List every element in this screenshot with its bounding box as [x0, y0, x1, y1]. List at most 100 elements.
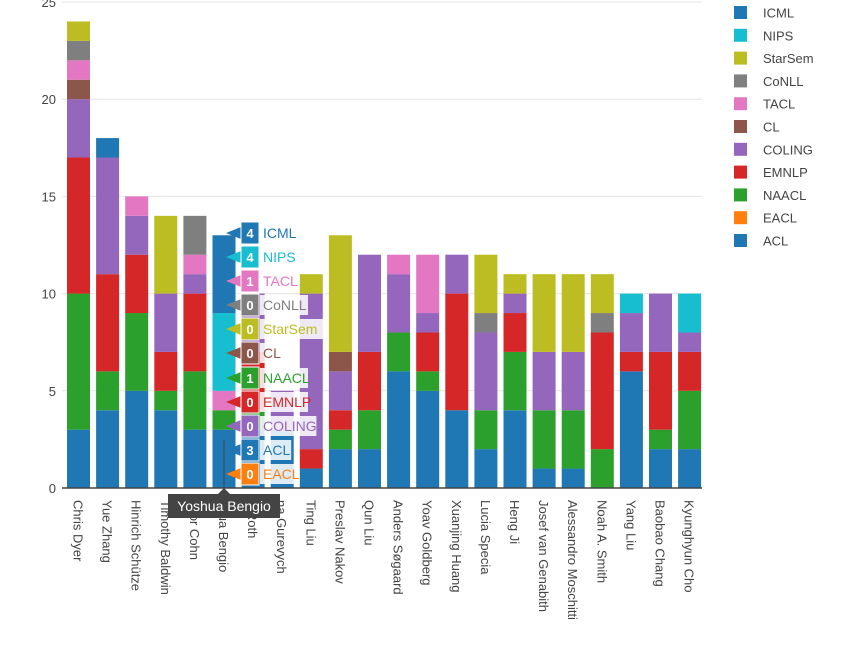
bar-segment-preslav-nakov-cl[interactable]: [328, 351, 352, 372]
bar-stack-anders-sogaard[interactable]: [387, 254, 411, 488]
bar-segment-yoav-goldberg-naacl[interactable]: [416, 371, 440, 391]
bar-segment-trevor-cohn-conll[interactable]: [183, 215, 207, 255]
bar-segment-chris-dyer-coling[interactable]: [67, 99, 90, 158]
bar-segment-heng-ji-starsem[interactable]: [503, 274, 527, 294]
bar-segment-josef-van-genabith-naacl[interactable]: [532, 410, 556, 469]
bar-segment-preslav-nakov-emnlp[interactable]: [328, 410, 352, 430]
bar-segment-lucia-specia-starsem[interactable]: [474, 254, 498, 314]
legend-item-acl[interactable]: ACL: [734, 234, 788, 249]
bar-segment-ting-liu-starsem[interactable]: [299, 274, 323, 294]
bar-segment-lucia-specia-acl[interactable]: [474, 449, 498, 488]
legend-item-starsem[interactable]: StarSem: [734, 51, 814, 66]
bar-segment-baobao-chang-naacl[interactable]: [649, 429, 672, 450]
bar-segment-anders-sogaard-tacl[interactable]: [387, 254, 411, 275]
bar-segment-timothy-baldwin-coling[interactable]: [154, 293, 178, 352]
legend-item-icml[interactable]: ICML: [734, 6, 794, 21]
legend-item-eacl[interactable]: EACL: [734, 211, 797, 226]
bar-segment-hinrich-schutze-emnlp[interactable]: [125, 254, 149, 314]
bar-segment-chris-dyer-conll[interactable]: [67, 40, 90, 61]
bar-segment-xuanjing-huang-acl[interactable]: [445, 410, 469, 488]
bar-segment-baobao-chang-emnlp[interactable]: [649, 351, 672, 430]
bar-segment-anders-sogaard-naacl[interactable]: [387, 332, 411, 372]
bar-stack-alessandro-moschitti[interactable]: [561, 274, 585, 488]
bar-segment-hinrich-schutze-coling[interactable]: [125, 215, 149, 255]
bar-segment-yoav-goldberg-coling[interactable]: [416, 313, 440, 333]
bar-segment-yang-liu-emnlp[interactable]: [619, 351, 643, 372]
bar-segment-heng-ji-acl[interactable]: [503, 410, 527, 488]
bar-stack-trevor-cohn[interactable]: [183, 215, 207, 488]
bar-stack-yue-zhang[interactable]: [96, 138, 120, 488]
bar-segment-yoav-goldberg-acl[interactable]: [416, 390, 440, 488]
legend-item-emnlp[interactable]: EMNLP: [734, 165, 808, 180]
bar-segment-baobao-chang-acl[interactable]: [649, 449, 672, 488]
bar-segment-yang-liu-nips[interactable]: [619, 293, 643, 314]
bar-segment-alessandro-moschitti-naacl[interactable]: [561, 410, 585, 469]
bar-segment-trevor-cohn-emnlp[interactable]: [183, 293, 207, 372]
bar-segment-xuanjing-huang-coling[interactable]: [445, 254, 469, 294]
bar-segment-heng-ji-emnlp[interactable]: [503, 313, 527, 352]
bar-segment-noah-a-smith-starsem[interactable]: [590, 274, 614, 314]
legend-item-cl[interactable]: CL: [734, 120, 780, 135]
legend[interactable]: ICML NIPS StarSem CoNLL TACL CL COLING EMNLP NAA…: [734, 6, 814, 249]
bar-segment-yue-zhang-icml[interactable]: [96, 138, 120, 158]
bar-segment-yoav-goldberg-emnlp[interactable]: [416, 332, 440, 372]
bar-segment-alessandro-moschitti-starsem[interactable]: [561, 274, 585, 352]
bar-segment-preslav-nakov-coling[interactable]: [328, 371, 352, 411]
bar-segment-noah-a-smith-naacl[interactable]: [590, 449, 614, 488]
bar-segment-timothy-baldwin-starsem[interactable]: [154, 215, 178, 294]
bar-stack-heng-ji[interactable]: [503, 274, 527, 488]
bar-segment-lucia-specia-coling[interactable]: [474, 332, 498, 411]
bar-segment-noah-a-smith-emnlp[interactable]: [590, 332, 614, 450]
bar-stack-hinrich-schutze[interactable]: [125, 196, 149, 488]
bar-stack-lucia-specia[interactable]: [474, 254, 498, 488]
bar-segment-yoshua-bengio-icml[interactable]: [212, 235, 236, 314]
bar-segment-ting-liu-acl[interactable]: [299, 468, 323, 488]
bar-segment-lucia-specia-naacl[interactable]: [474, 410, 498, 450]
bar-segment-hinrich-schutze-tacl[interactable]: [125, 196, 149, 216]
bar-segment-xuanjing-huang-emnlp[interactable]: [445, 293, 469, 411]
bar-segment-chris-dyer-starsem[interactable]: [67, 21, 90, 41]
bar-segment-alessandro-moschitti-acl[interactable]: [561, 468, 585, 488]
bar-segment-yang-liu-coling[interactable]: [619, 313, 643, 352]
bar-segment-chris-dyer-acl[interactable]: [67, 429, 90, 488]
legend-item-naacl[interactable]: NAACL: [734, 188, 806, 203]
bar-segment-preslav-nakov-starsem[interactable]: [328, 235, 352, 352]
bar-segment-yue-zhang-naacl[interactable]: [96, 371, 120, 411]
bar-segment-josef-van-genabith-coling[interactable]: [532, 351, 556, 411]
bar-segment-qun-liu-coling[interactable]: [358, 254, 381, 352]
bar-segment-kyunghyun-cho-coling[interactable]: [678, 332, 702, 352]
bar-segment-yue-zhang-emnlp[interactable]: [96, 274, 120, 372]
legend-item-coling[interactable]: COLING: [734, 142, 813, 157]
bar-segment-qun-liu-emnlp[interactable]: [358, 351, 381, 411]
bar-stack-josef-van-genabith[interactable]: [532, 274, 556, 488]
bar-segment-trevor-cohn-acl[interactable]: [183, 429, 207, 488]
bar-segment-chris-dyer-tacl[interactable]: [67, 60, 90, 80]
bar-segment-chris-dyer-emnlp[interactable]: [67, 157, 90, 294]
bar-stack-baobao-chang[interactable]: [649, 293, 672, 488]
bar-segment-kyunghyun-cho-acl[interactable]: [678, 449, 702, 488]
bar-segment-heng-ji-naacl[interactable]: [503, 351, 527, 411]
bar-segment-josef-van-genabith-acl[interactable]: [532, 468, 556, 488]
bar-segment-preslav-nakov-acl[interactable]: [328, 449, 352, 488]
bar-segment-hinrich-schutze-naacl[interactable]: [125, 313, 149, 391]
bar-stack-qun-liu[interactable]: [358, 254, 381, 488]
bar-segment-anders-sogaard-coling[interactable]: [387, 274, 411, 333]
bar-segment-hinrich-schutze-acl[interactable]: [125, 390, 149, 488]
bar-segment-baobao-chang-coling[interactable]: [649, 293, 672, 352]
bar-segment-alessandro-moschitti-coling[interactable]: [561, 351, 585, 411]
bar-segment-anders-sogaard-acl[interactable]: [387, 371, 411, 488]
bar-stack-kyunghyun-cho[interactable]: [678, 293, 702, 488]
bar-segment-kyunghyun-cho-nips[interactable]: [678, 293, 702, 333]
bar-stack-chris-dyer[interactable]: [67, 21, 90, 488]
bar-segment-yoav-goldberg-tacl[interactable]: [416, 254, 440, 314]
bar-stack-timothy-baldwin[interactable]: [154, 215, 178, 488]
bar-segment-yoshua-bengio-tacl[interactable]: [212, 390, 236, 411]
bars[interactable]: [67, 21, 702, 488]
bar-segment-kyunghyun-cho-naacl[interactable]: [678, 390, 702, 450]
bar-segment-heng-ji-coling[interactable]: [503, 293, 527, 314]
bar-segment-trevor-cohn-naacl[interactable]: [183, 371, 207, 430]
bar-segment-timothy-baldwin-acl[interactable]: [154, 410, 178, 488]
bar-segment-trevor-cohn-coling[interactable]: [183, 274, 207, 294]
bar-segment-chris-dyer-naacl[interactable]: [67, 293, 90, 430]
bar-segment-ting-liu-emnlp[interactable]: [299, 449, 323, 469]
